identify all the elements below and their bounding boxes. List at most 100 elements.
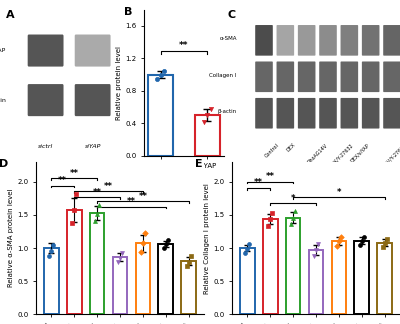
Point <box>160 246 167 251</box>
Bar <box>286 218 300 314</box>
Text: A: A <box>6 10 15 20</box>
FancyBboxPatch shape <box>298 98 316 129</box>
Text: β-actin: β-actin <box>0 98 6 103</box>
Bar <box>332 241 346 314</box>
Point <box>244 246 250 251</box>
FancyBboxPatch shape <box>255 25 273 56</box>
Point <box>336 239 342 244</box>
Point <box>161 69 167 74</box>
FancyBboxPatch shape <box>298 25 316 56</box>
FancyBboxPatch shape <box>383 25 400 56</box>
Point <box>242 250 248 255</box>
Bar <box>240 248 254 314</box>
Text: sictrl: sictrl <box>38 144 53 149</box>
Text: α-SMA: α-SMA <box>219 36 237 41</box>
Point <box>114 260 121 265</box>
FancyBboxPatch shape <box>362 98 380 129</box>
Point <box>264 223 271 228</box>
FancyBboxPatch shape <box>362 62 380 92</box>
Bar <box>112 257 128 314</box>
Point <box>246 241 252 247</box>
Point <box>208 106 214 111</box>
Text: **: ** <box>127 197 136 206</box>
Text: Control: Control <box>264 143 280 158</box>
Text: RhoAG14V: RhoAG14V <box>307 143 329 164</box>
Point <box>204 112 211 118</box>
Text: **: ** <box>104 182 113 191</box>
FancyBboxPatch shape <box>319 25 337 56</box>
Point <box>165 237 172 243</box>
Bar <box>136 243 150 314</box>
FancyBboxPatch shape <box>276 98 294 129</box>
Point <box>73 191 80 196</box>
Text: RhoAG14V/Y-27632: RhoAG14V/Y-27632 <box>371 143 400 179</box>
Text: DEX: DEX <box>285 143 296 153</box>
FancyBboxPatch shape <box>319 62 337 92</box>
Point <box>361 234 368 239</box>
FancyBboxPatch shape <box>75 35 110 67</box>
Text: β-actin: β-actin <box>218 109 237 114</box>
Bar <box>44 248 58 314</box>
Bar <box>158 244 173 314</box>
Text: YAP: YAP <box>0 48 6 53</box>
Point <box>382 240 388 245</box>
Text: D: D <box>0 159 8 169</box>
FancyBboxPatch shape <box>28 84 64 116</box>
FancyBboxPatch shape <box>383 98 400 129</box>
Point <box>186 260 192 265</box>
Point <box>154 77 160 82</box>
Text: RhoAG14V/siYAP: RhoAG14V/siYAP <box>392 143 400 175</box>
Point <box>92 218 98 224</box>
Text: C: C <box>227 10 235 20</box>
Text: DEX/Y-27632: DEX/Y-27632 <box>328 143 354 168</box>
Point <box>94 211 100 216</box>
Point <box>359 238 365 243</box>
Point <box>117 255 123 260</box>
Point <box>315 241 322 247</box>
Text: B: B <box>124 7 132 17</box>
Bar <box>194 115 220 156</box>
Y-axis label: Relative α-SMA protein level: Relative α-SMA protein level <box>8 189 14 287</box>
Bar <box>378 243 392 314</box>
FancyBboxPatch shape <box>28 35 64 67</box>
FancyBboxPatch shape <box>383 62 400 92</box>
FancyBboxPatch shape <box>276 62 294 92</box>
Text: *: * <box>337 188 341 197</box>
Point <box>380 244 386 249</box>
Point <box>119 251 126 256</box>
Bar <box>90 213 104 314</box>
Point <box>292 208 298 214</box>
Point <box>96 202 102 208</box>
FancyBboxPatch shape <box>255 98 273 129</box>
Bar <box>148 75 174 156</box>
FancyBboxPatch shape <box>340 62 358 92</box>
Point <box>313 248 319 253</box>
Point <box>201 119 207 124</box>
Point <box>71 208 77 213</box>
Bar <box>263 219 278 314</box>
Bar <box>182 261 196 314</box>
Point <box>267 216 273 222</box>
Point <box>48 248 54 253</box>
Point <box>138 249 144 255</box>
Bar <box>354 241 369 314</box>
Text: Collagen I: Collagen I <box>210 73 237 78</box>
Point <box>163 241 169 247</box>
Text: **: ** <box>70 168 78 178</box>
Point <box>184 263 190 269</box>
FancyBboxPatch shape <box>340 98 358 129</box>
FancyBboxPatch shape <box>340 25 358 56</box>
Point <box>269 210 276 215</box>
Text: **: ** <box>138 192 148 201</box>
Text: E: E <box>195 159 203 169</box>
Y-axis label: Relative Collagen I protein level: Relative Collagen I protein level <box>204 183 210 294</box>
FancyBboxPatch shape <box>75 84 110 116</box>
FancyBboxPatch shape <box>298 62 316 92</box>
Point <box>157 73 164 78</box>
Bar <box>308 250 324 314</box>
Text: **: ** <box>266 172 274 181</box>
Point <box>338 234 344 239</box>
Text: **: ** <box>92 188 102 197</box>
Point <box>46 253 52 259</box>
FancyBboxPatch shape <box>255 62 273 92</box>
